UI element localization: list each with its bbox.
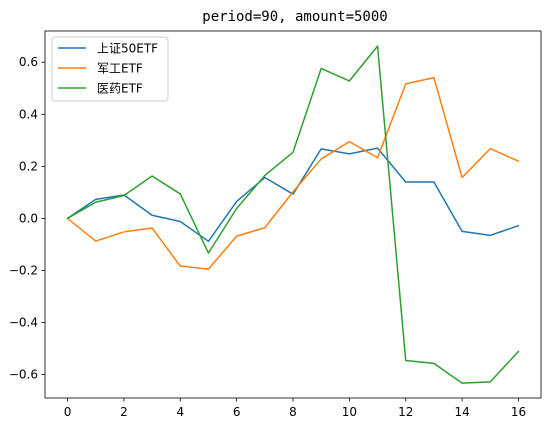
y-tick-label: 0.4 [19,107,38,121]
x-tick-label: 12 [398,405,413,419]
legend-label-2: 军工ETF [97,62,143,76]
y-tick-label: −0.4 [9,316,38,330]
legend-label-3: 医药ETF [97,82,143,96]
x-tick-label: 10 [342,405,357,419]
series-line-2 [66,76,520,270]
x-tick-label: 6 [233,405,241,419]
x-tick-label: 14 [454,405,469,419]
legend-box [51,36,169,102]
x-tick-label: 4 [176,405,184,419]
x-tick-label: 2 [120,405,128,419]
series-layer [66,45,520,384]
x-tick-label: 0 [64,405,72,419]
x-tick-label: 16 [511,405,526,419]
chart-title: period=90, amount=5000 [202,9,387,25]
legend: 上证50ETF 军工ETF 医药ETF [51,36,169,102]
x-tick-label: 8 [289,405,297,419]
axes-layer: 0 2 4 6 8 10 12 14 16 −0.6 −0.4 −0.2 0.0 0.2 0.4 0.6 [9,30,542,419]
y-tick-label: −0.2 [9,263,38,277]
y-tick-label: 0.6 [19,55,38,69]
series-line-1 [66,147,520,243]
legend-label-1: 上证50ETF [97,42,158,56]
y-tick-label: −0.6 [9,368,38,382]
y-tick-label: 0.2 [19,159,38,173]
y-tick-label: 0.0 [19,211,38,225]
series-line-3 [66,45,520,384]
